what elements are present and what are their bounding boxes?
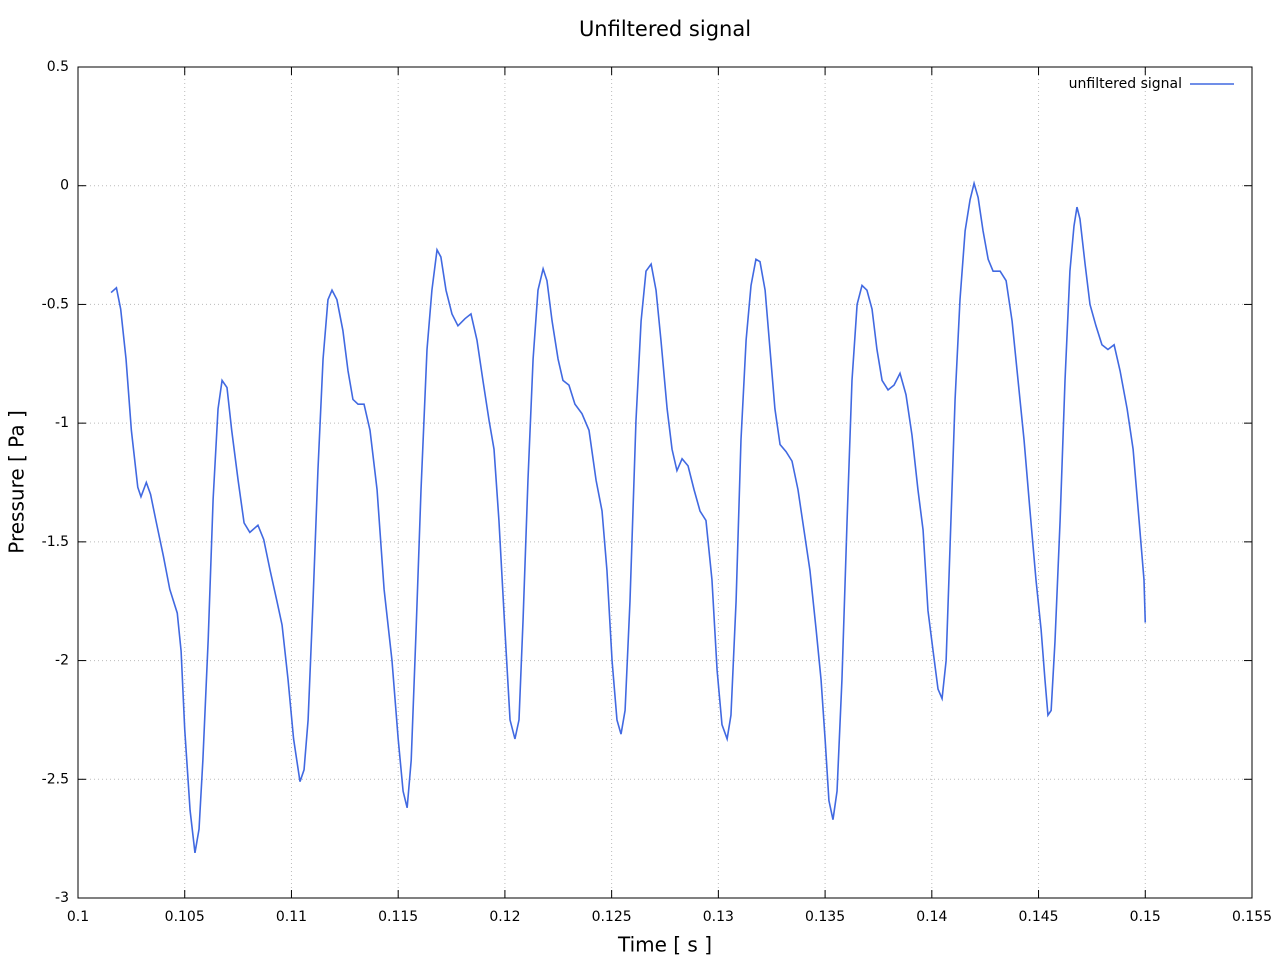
- x-tick-label: 0.125: [592, 909, 632, 925]
- y-tick-label: -2: [55, 653, 69, 669]
- data-line: [110, 180, 1147, 854]
- y-tick-label: -2.5: [42, 771, 69, 787]
- plot-frame: [77, 66, 1253, 899]
- y-tick-label: 0: [60, 178, 69, 194]
- x-tick-label: 0.14: [916, 909, 947, 925]
- chart-title: Unfiltered signal: [579, 17, 751, 41]
- x-tick-label: 0.115: [378, 909, 418, 925]
- x-tick-label: 0.12: [489, 909, 520, 925]
- x-tick-label: 0.11: [276, 909, 307, 925]
- x-tick-label: 0.13: [703, 909, 734, 925]
- x-tick-label: 0.145: [1018, 909, 1058, 925]
- x-tick-label: 0.135: [805, 909, 845, 925]
- legend-label: unfiltered signal: [1069, 76, 1182, 92]
- x-tick-label: 0.105: [165, 909, 205, 925]
- y-tick-label: 0.5: [47, 59, 69, 75]
- y-tick-label: -3: [55, 890, 69, 906]
- y-tick-label: -0.5: [42, 296, 69, 312]
- y-tick-label: -1.5: [42, 534, 69, 550]
- x-tick-label: 0.155: [1232, 909, 1272, 925]
- y-axis-label: Pressure [ Pa ]: [5, 410, 29, 554]
- x-tick-label: 0.15: [1130, 909, 1161, 925]
- x-tick-label: 0.1: [67, 909, 89, 925]
- x-axis-label: Time [ s ]: [617, 933, 712, 957]
- y-tick-label: -1: [55, 415, 69, 431]
